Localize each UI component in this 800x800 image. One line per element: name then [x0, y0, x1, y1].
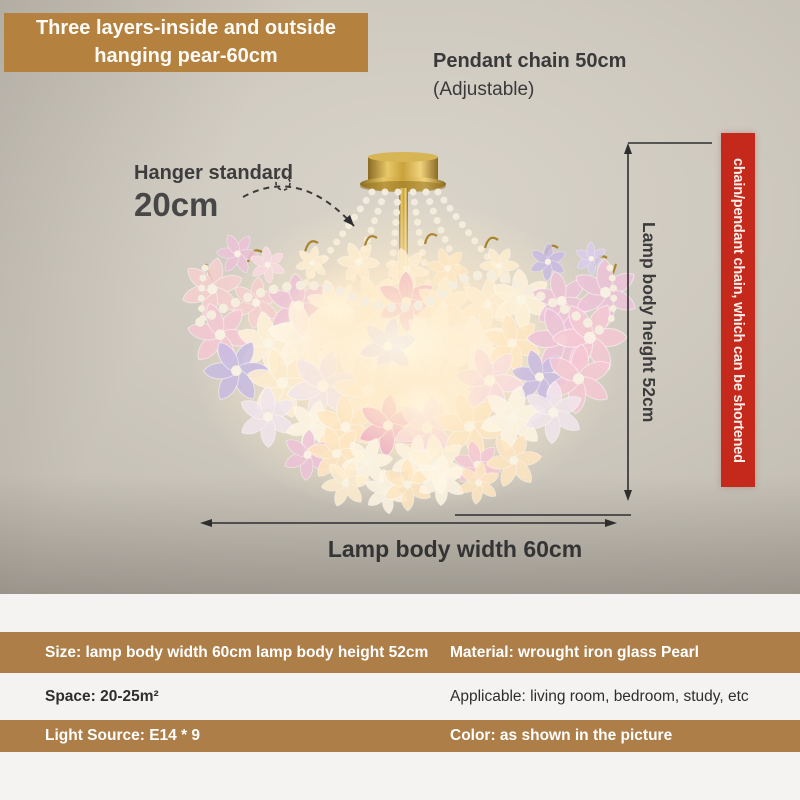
pendant-chain-label: Pendant chain 50cm	[433, 50, 627, 72]
hanger-pointer-arrow	[242, 175, 355, 227]
width-dimension-label: Lamp body width 60cm	[327, 536, 583, 562]
spec-row-light-color: Light Source: E14 * 9 Color: as shown in…	[0, 720, 800, 752]
badge-line1: Three layers-inside and outside	[35, 16, 337, 39]
pendant-chain-sublabel: (Adjustable)	[433, 79, 535, 100]
spec-light-source: Light Source: E14 * 9	[45, 727, 201, 744]
pendant-chain-note: Pendant chain 50cm (Adjustable)	[433, 50, 626, 101]
height-dimension-label: Lamp body height 52cm	[639, 221, 659, 423]
hanger-label: Hanger standard	[134, 162, 293, 184]
spec-size: Size: lamp body width 60cm lamp body hei…	[45, 643, 429, 661]
title-badge: Three layers-inside and outside hanging …	[4, 13, 368, 72]
badge-line2: hanging pear-60cm	[94, 44, 278, 67]
chandelier-illustration	[173, 142, 712, 527]
hanger-value: 20cm	[134, 186, 219, 223]
spec-table: Size: lamp body width 60cm lamp body hei…	[0, 594, 800, 800]
product-photo: Three layers-inside and outside hanging …	[0, 0, 800, 594]
side-banner: chain/pendant chain, which can be shorte…	[721, 133, 755, 487]
spec-color: Color: as shown in the picture	[450, 727, 673, 744]
spec-space: Space: 20-25m²	[45, 687, 159, 705]
spec-row-space-applicable: Space: 20-25m² Applicable: living room, …	[0, 673, 800, 720]
spec-applicable: Applicable: living room, bedroom, study,…	[450, 687, 749, 705]
lamp-glow-front	[268, 249, 532, 461]
dimension-lines	[200, 142, 712, 527]
pearl-garland-front	[195, 264, 618, 336]
spec-row-size-material: Size: lamp body width 60cm lamp body hei…	[0, 632, 800, 673]
hanger-note: Hanger standard 20cm	[134, 162, 293, 224]
spec-material: Material: wrought iron glass Pearl	[450, 643, 699, 661]
